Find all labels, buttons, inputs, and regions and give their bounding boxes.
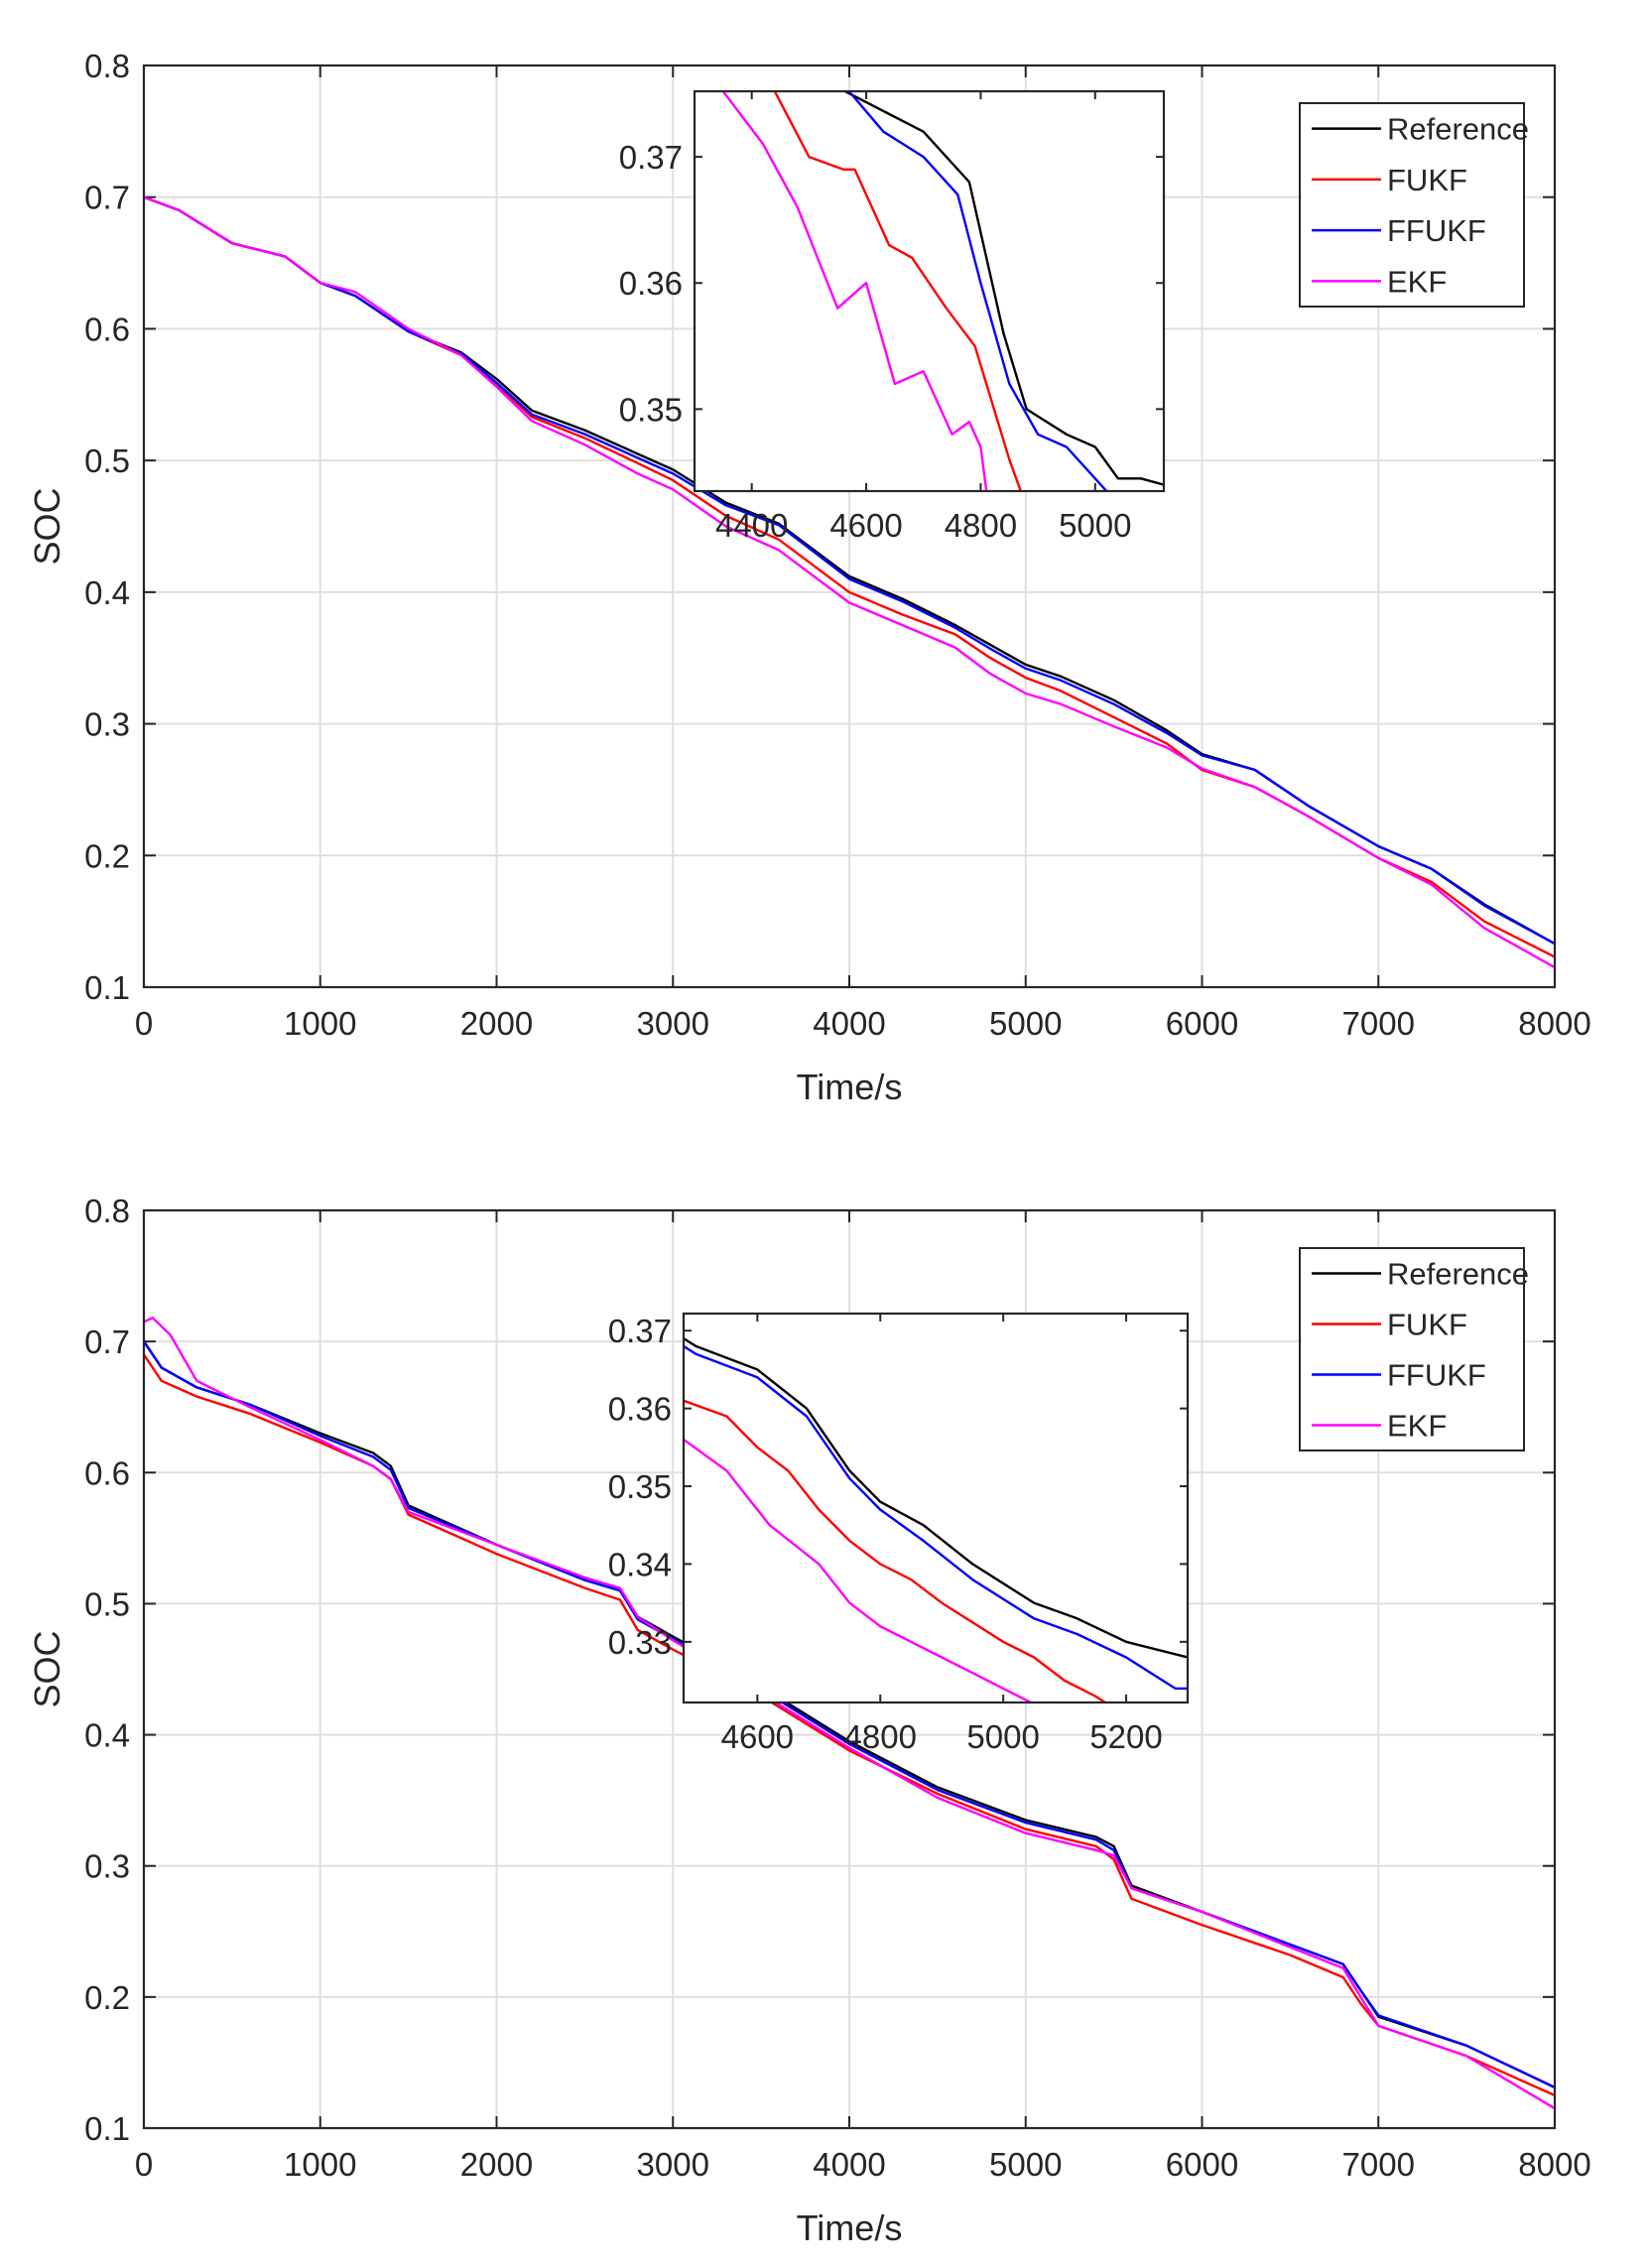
x-tick-label: 4000 <box>813 2146 885 2183</box>
y-tick-label: 0.2 <box>84 1979 130 2016</box>
legend-label-ekf: EKF <box>1387 1409 1447 1444</box>
x-tick-label: 6000 <box>1166 1005 1238 1042</box>
x-tick-label: 2000 <box>460 2146 533 2183</box>
inset-series-line-ekf <box>721 91 988 491</box>
x-tick-label: 3000 <box>637 1005 709 1042</box>
y-tick-label: 0.2 <box>84 837 130 874</box>
inset-series-line-fukf <box>771 91 1022 491</box>
series-group <box>144 195 1555 969</box>
legend-label-ekf: EKF <box>1387 264 1447 299</box>
x-tick-label: 3000 <box>637 2146 709 2183</box>
inset-y-tick-label: 0.36 <box>608 1391 672 1428</box>
inset-y-tick-label: 0.37 <box>619 139 683 176</box>
inset-series-line-ffukf <box>846 91 1108 491</box>
inset-y-tick-label: 0.33 <box>608 1624 672 1661</box>
inset-series-group <box>721 91 1164 491</box>
inset-y-tick-label: 0.34 <box>608 1546 672 1582</box>
x-tick-label: 4000 <box>813 1005 885 1042</box>
inset-series-line-reference <box>684 1337 1188 1659</box>
y-tick-label: 0.5 <box>84 1585 130 1622</box>
y-tick-label: 0.6 <box>84 1454 130 1491</box>
legend-label-fukf: FUKF <box>1387 1308 1467 1342</box>
inset-x-tick-label: 4800 <box>844 1718 917 1755</box>
y-tick-label: 0.7 <box>84 180 130 216</box>
y-tick-label: 0.1 <box>84 2110 130 2147</box>
x-tick-label: 8000 <box>1518 2146 1590 2183</box>
y-tick-label: 0.4 <box>84 574 130 611</box>
x-tick-label: 2000 <box>460 1005 533 1042</box>
legend-label-fukf: FUKF <box>1387 163 1467 197</box>
inset-x-tick-label: 5200 <box>1089 1718 1162 1755</box>
y-tick-label: 0.8 <box>84 1193 130 1229</box>
inset-series-group <box>684 1337 1188 1702</box>
inset-zoom-plot: 4600 4800 5000 5200 0.33 0.34 0.35 0.36 0.37 <box>608 1312 1190 1755</box>
inset-series-line-fukf <box>684 1399 1108 1702</box>
x-axis-label: Time/s <box>797 1067 903 1107</box>
y-axis-label: SOC <box>27 487 67 565</box>
chart-panel-2: 0 1000 2000 3000 4000 5000 6000 7000 8000 0.1 0.2 0… <box>27 1193 1591 2248</box>
inset-box <box>682 1312 1190 1704</box>
inset-x-tick-label: 4400 <box>715 507 788 544</box>
legend-box <box>1299 1247 1525 1451</box>
inset-x-tick-label: 5000 <box>966 1718 1039 1755</box>
legend-label-reference: Reference <box>1387 112 1529 147</box>
y-tick-label: 0.3 <box>84 1848 130 1885</box>
axes-box <box>142 1208 1557 2130</box>
inset-series-line-ekf <box>684 1439 1053 1702</box>
y-tick-label: 0.6 <box>84 311 130 347</box>
x-tick-label: 7000 <box>1342 2146 1415 2183</box>
y-tick-label: 0.4 <box>84 1717 130 1754</box>
series-line-ffukf <box>144 195 1555 945</box>
x-tick-label: 7000 <box>1342 1005 1415 1042</box>
x-tick-label: 1000 <box>284 1005 356 1042</box>
axes-box <box>142 63 1557 989</box>
inset-box <box>693 89 1166 493</box>
x-tick-label: 8000 <box>1518 1005 1590 1042</box>
inset-area <box>695 91 1164 491</box>
y-tick-label: 0.8 <box>84 48 130 84</box>
x-tick-label: 5000 <box>989 2146 1062 2183</box>
x-tick-label: 0 <box>135 2146 153 2183</box>
inset-y-tick-label: 0.35 <box>619 391 683 428</box>
legend: Reference FUKF FFUKF EKF <box>1299 102 1529 308</box>
inset-x-tick-label: 5000 <box>1059 507 1131 544</box>
x-axis-label: Time/s <box>797 2207 903 2248</box>
inset-series-line-reference <box>841 91 1164 486</box>
legend-box <box>1299 102 1525 308</box>
inset-x-tick-label: 4600 <box>721 1718 794 1755</box>
x-tick-label: 5000 <box>989 1005 1062 1042</box>
chart-panel-1: 0 1000 2000 3000 4000 5000 6000 7000 8000 0.1 0.2 0… <box>27 48 1591 1107</box>
y-tick-label: 0.3 <box>84 706 130 743</box>
x-tick-label: 1000 <box>284 2146 356 2183</box>
legend-label-ffukf: FFUKF <box>1387 213 1486 248</box>
series-line-ekf <box>144 195 1555 969</box>
y-tick-label: 0.1 <box>84 969 130 1006</box>
y-tick-label: 0.5 <box>84 442 130 479</box>
inset-x-tick-label: 4800 <box>945 507 1017 544</box>
y-tick-label: 0.7 <box>84 1323 130 1360</box>
inset-y-tick-label: 0.36 <box>619 265 683 302</box>
inset-y-tick-label: 0.35 <box>608 1468 672 1505</box>
inset-zoom-plot: 4400 4600 4800 5000 0.35 0.36 0.37 <box>619 89 1166 544</box>
legend-label-reference: Reference <box>1387 1257 1529 1292</box>
x-tick-label: 6000 <box>1166 2146 1238 2183</box>
inset-x-tick-label: 4600 <box>829 507 902 544</box>
inset-y-tick-label: 0.37 <box>608 1313 672 1349</box>
inset-series-line-ffukf <box>684 1344 1188 1691</box>
x-tick-label: 0 <box>135 1005 153 1042</box>
legend-label-ffukf: FFUKF <box>1387 1358 1486 1393</box>
legend: Reference FUKF FFUKF EKF <box>1299 1247 1529 1451</box>
y-axis-label: SOC <box>27 1630 67 1707</box>
